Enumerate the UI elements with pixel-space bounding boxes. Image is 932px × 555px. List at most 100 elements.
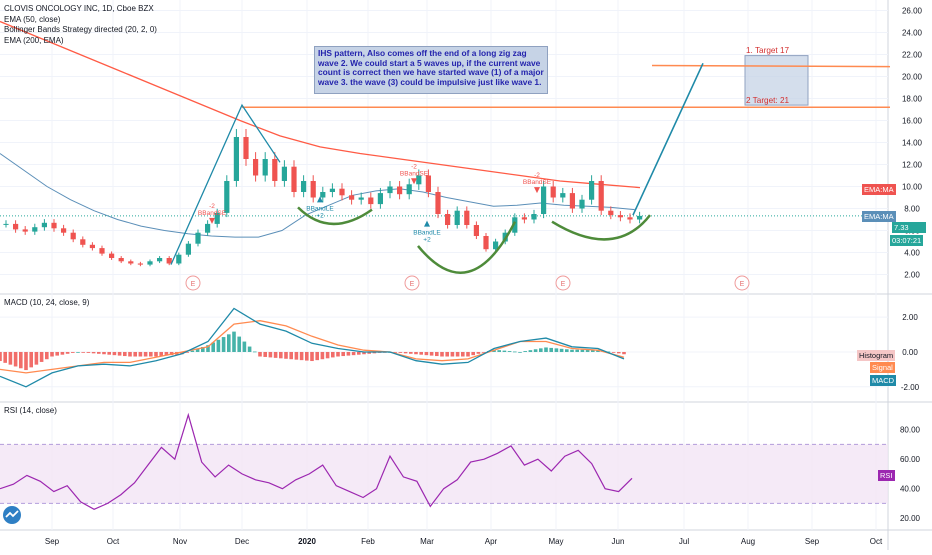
- candle-body: [435, 192, 441, 214]
- wave-line-1: [170, 103, 281, 265]
- y-tick-label: 16.00: [902, 117, 923, 126]
- macd-histogram-bar: [185, 351, 189, 353]
- macd-histogram-bar: [565, 349, 569, 352]
- ema50-line: [0, 153, 635, 238]
- macd-histogram-bar: [294, 351, 299, 360]
- macd-histogram-bar: [102, 351, 106, 355]
- candle-body: [483, 236, 489, 250]
- ema200-line: [0, 20, 641, 189]
- y-tick-label: 14.00: [902, 139, 923, 148]
- candle-body: [291, 166, 297, 192]
- candle-body: [464, 210, 470, 225]
- candle-body: [617, 215, 623, 218]
- macd-histogram-bar: [450, 351, 455, 357]
- candle-body: [569, 193, 575, 209]
- candle-body: [185, 243, 191, 255]
- macd-histogram-bar: [60, 351, 65, 355]
- macd-histogram-bar: [253, 351, 257, 353]
- macd-histogram-bar: [164, 351, 169, 356]
- macd-histogram-bar: [34, 351, 39, 365]
- bband-count: -2: [209, 203, 215, 210]
- candle-body: [233, 137, 239, 181]
- macd-histogram-bar: [107, 351, 111, 355]
- candle-body: [195, 232, 201, 244]
- candle-body: [205, 223, 211, 233]
- annotation-text[interactable]: IHS pattern, Also comes off the end of a…: [314, 46, 548, 94]
- macd-histogram-bar: [232, 331, 236, 352]
- macd-histogram-bar: [221, 337, 226, 352]
- candle-body: [521, 217, 527, 220]
- macd-histogram-bar: [461, 351, 465, 357]
- y-tick-label: 8.00: [904, 205, 920, 214]
- macd-histogram-bar: [149, 351, 153, 357]
- y-tick-label: 2.00: [904, 271, 920, 280]
- tradingview-logo-icon[interactable]: [2, 506, 22, 524]
- target-2-label: 2 Target: 21: [746, 96, 790, 105]
- candle-body: [598, 181, 604, 211]
- candle-body: [406, 184, 412, 195]
- target-line-1: [651, 64, 891, 68]
- candle-body: [147, 261, 153, 265]
- earnings-label: E: [561, 281, 566, 288]
- candle-body: [166, 258, 172, 264]
- macd-histogram-bar: [237, 336, 241, 352]
- candle-body: [531, 214, 537, 220]
- x-tick-label: Mar: [420, 537, 434, 546]
- candle-body: [579, 199, 585, 209]
- macd-histogram-bar: [86, 351, 91, 353]
- macd-histogram-bar: [159, 351, 163, 357]
- macd-histogram-bar: [216, 339, 221, 352]
- macd-histogram-bar: [471, 351, 475, 356]
- x-tick-label: Nov: [173, 537, 187, 546]
- macd-histogram-bar: [580, 349, 585, 352]
- candle-body: [253, 159, 259, 176]
- macd-histogram-bar: [242, 341, 247, 352]
- signal-badge: Signal: [870, 362, 895, 373]
- macd-histogram-bar: [45, 351, 49, 360]
- candle-body: [281, 166, 287, 181]
- macd-histogram-bar: [211, 342, 215, 352]
- candle-body: [214, 212, 220, 224]
- macd-histogram-bar: [138, 351, 143, 357]
- legend-ema200: EMA (200, EMA): [4, 35, 64, 45]
- candle-body: [61, 228, 67, 233]
- bband-count: -2: [534, 172, 540, 179]
- bbandle-label: BBandLE: [413, 230, 441, 237]
- candle-body: [637, 215, 643, 220]
- macd-histogram-bar: [279, 351, 283, 359]
- bbandle-label: BBandLE: [306, 205, 334, 212]
- candle-body: [387, 186, 393, 194]
- macd-histogram-bar: [346, 351, 351, 356]
- candle-body: [310, 181, 316, 198]
- candle-body: [349, 195, 355, 200]
- macd-histogram-bar: [0, 351, 2, 362]
- macd-histogram-bar: [518, 351, 522, 353]
- rsi-tick-label: 80.00: [900, 426, 921, 435]
- ihs-left-shoulder: [297, 206, 373, 226]
- macd-histogram-bar: [606, 351, 611, 353]
- candle-body: [272, 159, 278, 181]
- macd-histogram-bar: [539, 348, 543, 352]
- macd-histogram-bar: [227, 334, 231, 352]
- x-tick-label: Feb: [361, 537, 375, 546]
- macd-histogram-bar: [497, 350, 501, 352]
- macd-histogram-bar: [133, 351, 137, 357]
- macd-histogram-bar: [55, 351, 59, 356]
- macd-histogram-bar: [81, 351, 85, 353]
- macd-histogram-bar: [367, 351, 371, 354]
- x-tick-label: Jul: [679, 537, 689, 546]
- candle-body: [368, 197, 374, 205]
- bbandse-arrow: [411, 178, 417, 185]
- y-tick-label: 4.00: [904, 249, 920, 258]
- candle-body: [416, 175, 422, 185]
- macd-histogram-bar: [143, 351, 148, 357]
- rsi-tick-label: 20.00: [900, 514, 921, 523]
- macd-histogram-bar: [65, 351, 70, 354]
- macd-histogram-bar: [8, 351, 13, 365]
- macd-histogram-bar: [201, 347, 205, 352]
- bbandle-arrow: [317, 196, 323, 203]
- macd-histogram-bar: [112, 351, 117, 356]
- macd-histogram-bar: [570, 349, 574, 352]
